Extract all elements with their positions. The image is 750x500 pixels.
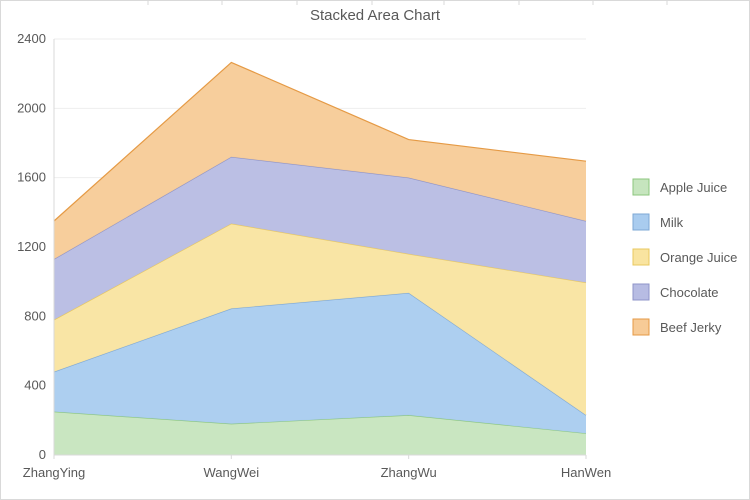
x-tick-label: ZhangWu (381, 465, 437, 480)
legend-item-milk[interactable]: Milk (632, 213, 684, 231)
legend-label: Chocolate (660, 285, 719, 300)
y-tick-label: 800 (24, 308, 46, 323)
legend-item-beef-jerky[interactable]: Beef Jerky (632, 318, 722, 336)
line-beef-jerky (53, 61, 587, 222)
legend-label: Milk (660, 215, 684, 230)
x-tick-label: WangWei (204, 465, 260, 480)
legend-swatch (632, 213, 650, 231)
legend: Apple Juice Milk Orange Juice Chocolate Beef… (632, 178, 737, 336)
legend-swatch (632, 248, 650, 266)
legend-label: Apple Juice (660, 180, 727, 195)
area-series (53, 61, 587, 455)
area-chocolate[interactable] (54, 156, 586, 320)
y-tick-label: 400 (24, 378, 46, 393)
legend-swatch (632, 318, 650, 336)
legend-label: Orange Juice (660, 250, 737, 265)
y-tick-label: 1600 (17, 170, 46, 185)
y-tick-label: 1200 (17, 239, 46, 254)
line-apple-juice (53, 411, 587, 434)
legend-item-orange-juice[interactable]: Orange Juice (632, 248, 737, 266)
y-tick-label: 2400 (17, 31, 46, 46)
area-apple-juice[interactable] (54, 411, 586, 455)
legend-item-apple-juice[interactable]: Apple Juice (632, 178, 727, 196)
legend-item-chocolate[interactable]: Chocolate (632, 283, 719, 301)
legend-swatch (632, 283, 650, 301)
area-orange-juice[interactable] (54, 223, 586, 416)
y-axis-ticks: 0 400 800 1200 1600 2000 2400 (17, 31, 46, 462)
x-tick-label: HanWen (561, 465, 611, 480)
y-tick-label: 0 (39, 447, 46, 462)
area-beef-jerky[interactable] (54, 62, 586, 260)
x-axis-ticks: ZhangYing WangWei ZhangWu HanWen (23, 465, 611, 480)
area-milk[interactable] (54, 292, 586, 434)
legend-label: Beef Jerky (660, 320, 722, 335)
chart-title: Stacked Area Chart (310, 7, 441, 24)
legend-swatch (632, 178, 650, 196)
axes (53, 39, 587, 459)
y-tick-label: 2000 (17, 100, 46, 115)
x-tick-label: ZhangYing (23, 465, 85, 480)
